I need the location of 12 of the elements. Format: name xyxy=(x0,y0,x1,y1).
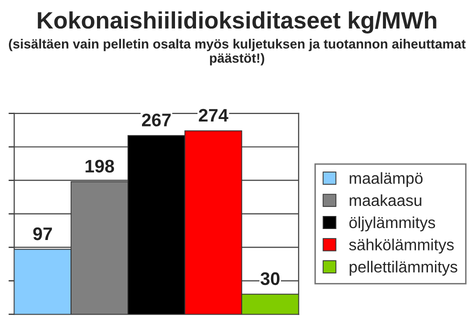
legend-label: maakaasu xyxy=(350,194,422,206)
data-label: 274 xyxy=(198,108,228,122)
data-label: 198 xyxy=(86,160,114,173)
legend-label: pellettilämmitys xyxy=(350,260,458,276)
chart-subtitle: (sisältäen vain pelletin osalta myös kuljetuksen ja tuotannon aiheuttamat päästöt!) xyxy=(8,38,466,66)
legend-label: maalämpö xyxy=(350,172,423,188)
data-label: 267 xyxy=(142,114,171,126)
chart-title: Kokonaishiilidioksiditaseet kg/MWh xyxy=(38,11,436,34)
legend-label: öljylämmitys xyxy=(349,216,436,232)
data-label: 97 xyxy=(33,227,52,240)
data-label: 30 xyxy=(260,272,280,286)
legend-label: sähkölämmitys xyxy=(349,238,454,254)
